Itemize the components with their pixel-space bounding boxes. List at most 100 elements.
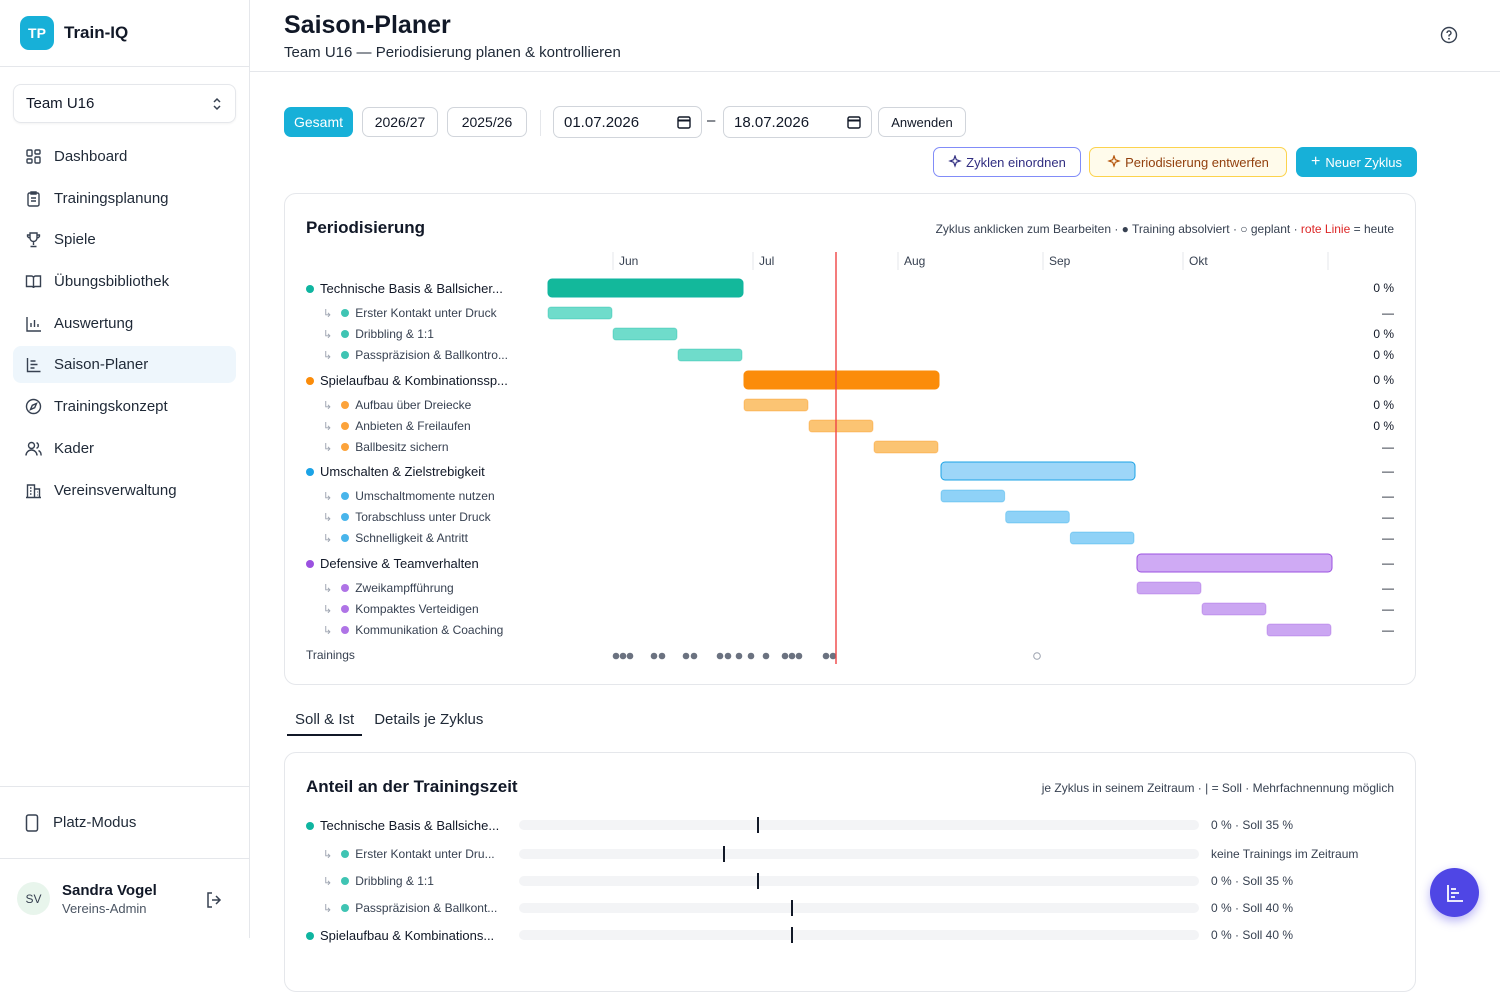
sidebar-item-vereinsverwaltung[interactable]: Vereinsverwaltung bbox=[13, 472, 236, 509]
subcycle-bar[interactable] bbox=[1201, 602, 1267, 616]
season-2026-button[interactable]: 2026/27 bbox=[362, 107, 438, 137]
subcycle-label[interactable]: ↳ Umschaltmomente nutzen bbox=[323, 489, 523, 503]
anteil-track bbox=[519, 930, 1199, 940]
subcycle-label[interactable]: ↳ Kompaktes Verteidigen bbox=[323, 602, 523, 616]
sidebar-item-kader[interactable]: Kader bbox=[13, 430, 236, 467]
cycle-bar[interactable] bbox=[1136, 553, 1333, 573]
subcycle-bar[interactable] bbox=[808, 419, 874, 433]
sidebar-item-spiele[interactable]: Spiele bbox=[13, 221, 236, 258]
date-to-input[interactable]: 18.07.2026 bbox=[723, 106, 872, 138]
sidebar-item-saison-planer[interactable]: Saison-Planer bbox=[13, 346, 236, 384]
sidebar-item-dashboard[interactable]: Dashboard bbox=[13, 138, 236, 175]
training-done-dot[interactable] bbox=[822, 652, 830, 660]
training-done-dot[interactable] bbox=[747, 652, 755, 660]
anteil-row-name: Dribbling & 1:1 bbox=[355, 874, 434, 888]
subcycle-percent: — bbox=[1382, 440, 1394, 454]
saison-planer-fab[interactable] bbox=[1430, 868, 1479, 917]
subcycle-label[interactable]: ↳ Torabschluss unter Druck bbox=[323, 510, 523, 524]
subcycle-bar[interactable] bbox=[1069, 531, 1135, 545]
training-done-dot[interactable] bbox=[658, 652, 666, 660]
training-done-dot[interactable] bbox=[682, 652, 690, 660]
cycle-label[interactable]: Umschalten & Zielstrebigkeit bbox=[306, 464, 526, 479]
training-done-dot[interactable] bbox=[762, 652, 770, 660]
legend-suffix-text: = heute bbox=[1350, 222, 1394, 236]
subcycle-name: Umschaltmomente nutzen bbox=[355, 489, 495, 503]
cycle-bar[interactable] bbox=[940, 461, 1136, 481]
periodisierung-entwerfen-button[interactable]: Periodisierung entwerfen bbox=[1089, 147, 1287, 177]
training-done-dot[interactable] bbox=[716, 652, 724, 660]
cycle-label[interactable]: Defensive & Teamverhalten bbox=[306, 556, 526, 571]
periodisierung-card: Periodisierung Zyklus anklicken zum Bear… bbox=[284, 193, 1416, 685]
sidebar-item-label: Trainingskonzept bbox=[54, 398, 168, 416]
training-done-dot[interactable] bbox=[735, 652, 743, 660]
tab-details[interactable]: Details je Zyklus bbox=[374, 711, 484, 728]
training-done-dot[interactable] bbox=[690, 652, 698, 660]
subcycle-label[interactable]: ↳ Erster Kontakt unter Druck bbox=[323, 306, 523, 320]
anteil-color-dot bbox=[341, 877, 350, 885]
subcycle-bar[interactable] bbox=[547, 306, 613, 320]
subcycle-percent: 0 % bbox=[1373, 419, 1394, 433]
sidebar-item-label: Spiele bbox=[54, 231, 96, 249]
training-done-dot[interactable] bbox=[795, 652, 803, 660]
subcycle-label[interactable]: ↳ Anbieten & Freilaufen bbox=[323, 419, 523, 433]
training-done-dot[interactable] bbox=[612, 652, 620, 660]
logout-icon[interactable] bbox=[205, 891, 223, 909]
subcycle-color-dot bbox=[341, 401, 350, 409]
tabs: Soll & Ist Details je Zyklus bbox=[287, 700, 495, 736]
training-planned-dot[interactable] bbox=[1033, 652, 1041, 660]
cycle-bar[interactable] bbox=[743, 370, 940, 390]
zyklen-einordnen-button[interactable]: Zyklen einordnen bbox=[933, 147, 1081, 177]
subcycle-label[interactable]: ↳ Passpräzision & Ballkontro... bbox=[323, 348, 523, 362]
date-from-input[interactable]: 01.07.2026 bbox=[553, 106, 702, 138]
training-done-dot[interactable] bbox=[829, 652, 837, 660]
anteil-card: Anteil an der Trainingszeit je Zyklus in… bbox=[284, 752, 1416, 992]
soll-marker bbox=[723, 846, 725, 862]
cycle-label[interactable]: Technische Basis & Ballsicher... bbox=[306, 281, 526, 296]
team-select[interactable]: Team U16 bbox=[13, 84, 236, 123]
training-done-dot[interactable] bbox=[619, 652, 627, 660]
neuer-zyklus-label: Neuer Zyklus bbox=[1325, 154, 1402, 170]
subcycle-label[interactable]: ↳ Zweikampfführung bbox=[323, 581, 523, 595]
training-done-dot[interactable] bbox=[781, 652, 789, 660]
subcycle-bar[interactable] bbox=[743, 398, 809, 412]
subcycle-color-dot bbox=[341, 492, 350, 500]
training-done-dot[interactable] bbox=[650, 652, 658, 660]
sidebar-item-auswertung[interactable]: Auswertung bbox=[13, 305, 236, 342]
subcycle-label[interactable]: ↳ Ballbesitz sichern bbox=[323, 440, 523, 454]
help-icon[interactable] bbox=[1440, 26, 1458, 44]
platz-modus-button[interactable]: Platz-Modus bbox=[0, 786, 249, 858]
season-2025-button[interactable]: 2025/26 bbox=[447, 107, 527, 137]
tab-soll-ist[interactable]: Soll & Ist bbox=[287, 700, 363, 736]
apply-button[interactable]: Anwenden bbox=[878, 107, 966, 137]
subcycle-bar[interactable] bbox=[1005, 510, 1070, 524]
page-header: Saison-Planer Team U16 — Periodisierung … bbox=[250, 0, 1500, 72]
subcycle-name: Dribbling & 1:1 bbox=[355, 327, 434, 341]
sidebar-item-trainingskonzept[interactable]: Trainingskonzept bbox=[13, 388, 236, 425]
compass-icon bbox=[25, 398, 42, 415]
subcycle-label[interactable]: ↳ Dribbling & 1:1 bbox=[323, 327, 523, 341]
sidebar-item-übungsbibliothek[interactable]: Übungsbibliothek bbox=[13, 263, 236, 300]
subcycle-bar[interactable] bbox=[940, 489, 1006, 503]
subcycle-label[interactable]: ↳ Aufbau über Dreiecke bbox=[323, 398, 523, 412]
sidebar-item-trainingsplanung[interactable]: Trainingsplanung bbox=[13, 180, 236, 217]
neuer-zyklus-button[interactable]: + Neuer Zyklus bbox=[1296, 147, 1417, 177]
training-done-dot[interactable] bbox=[626, 652, 634, 660]
gesamt-button[interactable]: Gesamt bbox=[284, 107, 353, 137]
subcycle-bar[interactable] bbox=[873, 440, 939, 454]
calendar-icon bbox=[677, 116, 691, 129]
subcycle-bar[interactable] bbox=[677, 348, 743, 362]
cycle-bar[interactable] bbox=[547, 278, 744, 298]
cycle-label[interactable]: Spielaufbau & Kombinationssp... bbox=[306, 373, 526, 388]
sidebar-item-label: Vereinsverwaltung bbox=[54, 481, 177, 499]
platz-modus-label: Platz-Modus bbox=[53, 814, 137, 831]
subcycle-label[interactable]: ↳ Kommunikation & Coaching bbox=[323, 623, 523, 637]
training-done-dot[interactable] bbox=[724, 652, 732, 660]
subcycle-bar[interactable] bbox=[612, 327, 678, 341]
subcycle-name: Zweikampfführung bbox=[355, 581, 454, 595]
subcycle-bar[interactable] bbox=[1266, 623, 1332, 637]
month-label: Okt bbox=[1189, 254, 1208, 268]
subcycle-bar[interactable] bbox=[1136, 581, 1202, 595]
subcycle-label[interactable]: ↳ Schnelligkeit & Antritt bbox=[323, 531, 523, 545]
sparkle-icon bbox=[1107, 155, 1121, 168]
training-done-dot[interactable] bbox=[788, 652, 796, 660]
